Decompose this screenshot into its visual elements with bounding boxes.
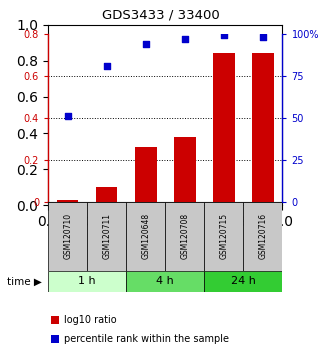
- Bar: [252, 52, 274, 202]
- Bar: [48, 271, 126, 292]
- Bar: [126, 271, 204, 292]
- Text: time ▶: time ▶: [7, 276, 42, 286]
- Bar: [243, 202, 282, 271]
- Point: [221, 33, 226, 38]
- Bar: [174, 137, 195, 202]
- Point: [182, 36, 187, 41]
- Text: GSM120711: GSM120711: [102, 213, 111, 259]
- Bar: [96, 187, 117, 202]
- Text: percentile rank within the sample: percentile rank within the sample: [64, 335, 229, 344]
- Bar: [135, 147, 157, 202]
- Point: [65, 113, 70, 119]
- Text: GDS3433 / 33400: GDS3433 / 33400: [102, 9, 219, 22]
- Bar: [204, 271, 282, 292]
- Point: [260, 34, 265, 40]
- Text: 1 h: 1 h: [78, 276, 96, 286]
- Text: 24 h: 24 h: [231, 276, 256, 286]
- Bar: [165, 202, 204, 271]
- Bar: [213, 52, 235, 202]
- Text: log10 ratio: log10 ratio: [64, 315, 117, 325]
- Text: GSM120715: GSM120715: [219, 213, 229, 259]
- Point: [143, 41, 148, 46]
- Point: [104, 63, 109, 68]
- Bar: [126, 202, 165, 271]
- Text: GSM120708: GSM120708: [180, 213, 189, 259]
- Text: GSM120648: GSM120648: [141, 213, 150, 259]
- Text: GSM120710: GSM120710: [63, 213, 72, 259]
- Bar: [87, 202, 126, 271]
- Bar: [48, 202, 87, 271]
- Text: 4 h: 4 h: [156, 276, 174, 286]
- Text: GSM120716: GSM120716: [258, 213, 267, 259]
- Bar: [57, 200, 78, 202]
- Bar: [204, 202, 243, 271]
